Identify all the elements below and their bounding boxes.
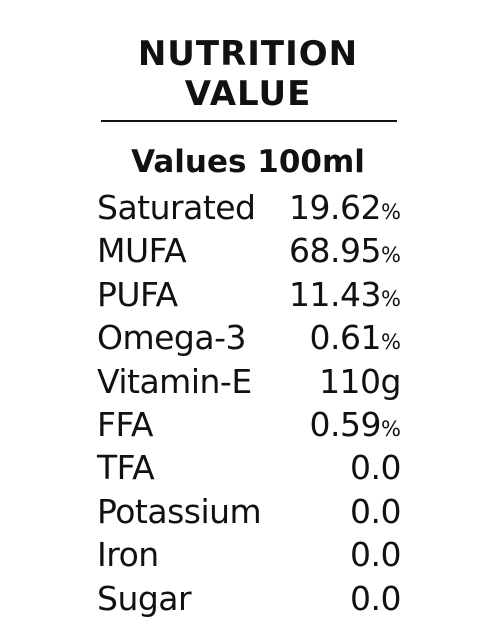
title-divider	[101, 120, 397, 122]
nutrient-label: Potassium	[97, 491, 262, 531]
nutrient-value-wrap: 11.43%	[289, 273, 401, 321]
nutrient-label: Saturated	[97, 188, 256, 227]
nutrient-row-sugar: Sugar 0.0	[97, 577, 401, 620]
nutrient-value-wrap: 0.0	[350, 577, 401, 625]
nutrient-value-wrap: 68.95%	[289, 229, 401, 277]
nutrient-unit: %	[381, 200, 401, 224]
nutrient-value-wrap: 110g	[319, 360, 401, 408]
nutrient-label: Vitamin-E	[97, 361, 252, 401]
nutrient-value-wrap: 0.59%	[310, 403, 401, 451]
nutrient-row-omega-3: Omega-3 0.61%	[97, 316, 401, 359]
nutrient-label: MUFA	[97, 231, 187, 271]
nutrient-unit: %	[381, 243, 401, 268]
nutrient-value: 0.0	[350, 491, 401, 531]
nutrient-label: Sugar	[97, 578, 192, 618]
nutrient-value-wrap: 0.0	[350, 446, 401, 494]
nutrient-value: 0.61	[309, 318, 382, 358]
nutrient-value: 68.95	[289, 231, 382, 271]
values-subtitle: Values 100ml	[131, 144, 365, 180]
nutrient-value: 110g	[319, 361, 401, 401]
nutrient-row-mufa: MUFA 68.95%	[97, 229, 401, 272]
nutrient-value: 11.43	[289, 274, 382, 314]
nutrient-value: 0.0	[350, 448, 401, 488]
nutrient-value-wrap: 19.62%	[289, 186, 401, 234]
nutrient-row-vitamin-e: Vitamin-E 110g	[97, 360, 401, 403]
nutrient-value-wrap: 0.61%	[310, 316, 401, 364]
nutrient-row-iron: Iron 0.0	[97, 533, 401, 576]
nutrient-value: 0.59	[309, 404, 382, 444]
nutrient-row-potassium: Potassium 0.0	[97, 490, 401, 533]
title-line-1: NUTRITION	[137, 34, 359, 74]
nutrient-label: TFA	[97, 448, 155, 488]
nutrient-unit: %	[381, 416, 401, 441]
nutrient-value-wrap: 0.0	[350, 490, 401, 538]
title-line-2: VALUE	[184, 74, 312, 114]
nutrient-value: 0.0	[350, 535, 401, 575]
nutrient-row-ffa: FFA 0.59%	[97, 403, 401, 446]
nutrient-unit: %	[381, 286, 401, 311]
nutrient-value: 0.0	[350, 578, 401, 618]
nutrient-label: Omega-3	[97, 318, 247, 358]
nutrient-list: Saturated 19.62% MUFA 68.95% PUFA 11.43%…	[97, 186, 401, 620]
nutrient-label: Iron	[97, 535, 159, 575]
nutrient-label: FFA	[97, 404, 154, 444]
nutrient-unit: %	[381, 330, 401, 355]
nutrient-row-pufa: PUFA 11.43%	[97, 273, 401, 316]
nutrient-row-saturated: Saturated 19.62%	[97, 186, 401, 229]
nutrient-label: PUFA	[97, 274, 178, 314]
nutrition-title: NUTRITION VALUE	[0, 34, 496, 114]
nutrient-row-tfa: TFA 0.0	[97, 446, 401, 489]
nutrient-value: 19.62	[289, 188, 382, 227]
nutrient-value-wrap: 0.0	[350, 533, 401, 581]
